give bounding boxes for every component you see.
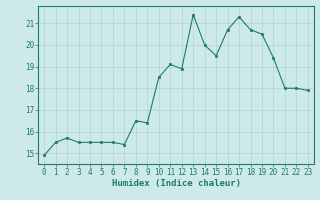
X-axis label: Humidex (Indice chaleur): Humidex (Indice chaleur) [111,179,241,188]
